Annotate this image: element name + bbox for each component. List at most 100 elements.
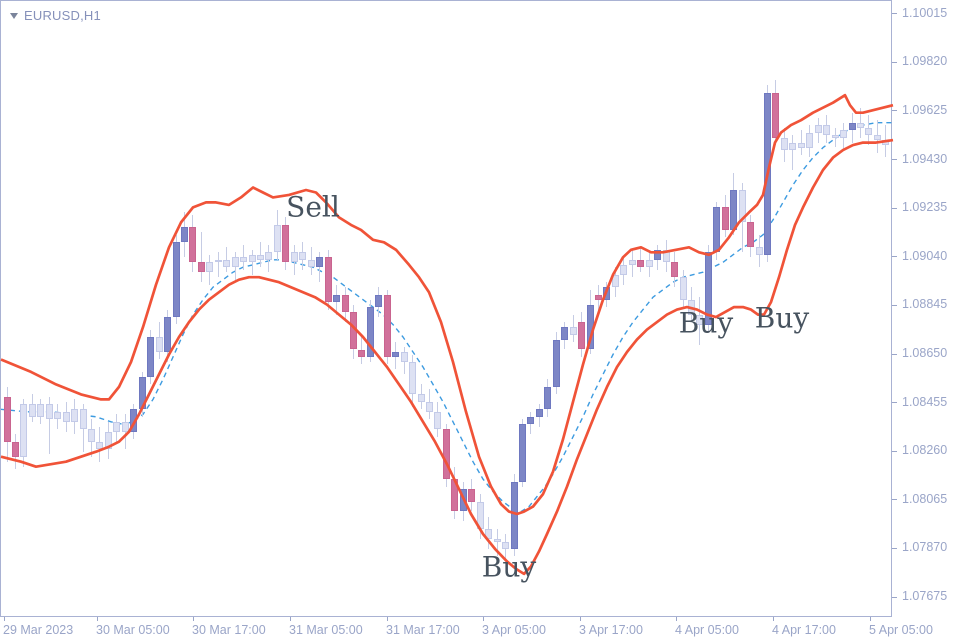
- candle-wick: [513, 474, 515, 557]
- candle: [552, 339, 560, 387]
- time-tick-mark: [483, 617, 484, 621]
- candle: [307, 259, 315, 268]
- candle: [535, 409, 543, 417]
- candle: [645, 259, 653, 268]
- candle: [823, 125, 831, 136]
- time-tick-label: 30 Mar 17:00: [192, 623, 266, 637]
- candle-wick: [445, 424, 447, 487]
- price-tick-mark: [892, 596, 897, 598]
- candle-wick: [40, 399, 42, 425]
- candle-wick: [31, 394, 33, 422]
- candle: [476, 501, 484, 529]
- price-tick-mark: [892, 61, 897, 63]
- candle: [442, 429, 450, 480]
- candle: [155, 337, 163, 352]
- candle-wick: [800, 130, 802, 155]
- candle-wick: [158, 322, 160, 360]
- time-tick-label: 31 Mar 17:00: [386, 623, 460, 637]
- price-tick-mark: [892, 13, 897, 15]
- candle-wick: [750, 214, 752, 258]
- candle-wick: [530, 411, 532, 435]
- candle-wick: [352, 304, 354, 360]
- candle: [510, 481, 518, 549]
- candle-wick: [868, 115, 870, 146]
- candle: [806, 132, 814, 148]
- candle-wick: [251, 249, 253, 275]
- candle: [628, 259, 636, 265]
- candle-wick: [564, 322, 566, 350]
- time-tick-mark: [193, 617, 194, 621]
- candle-wick: [386, 289, 388, 365]
- candle: [180, 227, 188, 243]
- candle: [721, 207, 729, 230]
- candle: [840, 130, 847, 138]
- candle-wick: [124, 414, 126, 450]
- candle: [113, 421, 121, 432]
- symbol-timeframe-dropdown[interactable]: EURUSD,H1: [10, 8, 101, 23]
- candle-wick: [268, 244, 270, 273]
- candle: [831, 135, 839, 138]
- candle-wick: [141, 371, 143, 417]
- candle: [400, 352, 408, 362]
- candle: [518, 424, 526, 482]
- candle: [240, 257, 248, 263]
- candle: [485, 529, 493, 539]
- candle-wick: [572, 314, 574, 342]
- middle-line-layer: [0, 121, 893, 513]
- candle-wick: [276, 209, 278, 260]
- candle: [780, 137, 788, 151]
- candle: [459, 489, 467, 512]
- annotations-layer: Sell Buy Buy Buy: [1, 1, 891, 616]
- candle: [3, 396, 11, 442]
- price-tick-mark: [892, 304, 897, 306]
- time-tick-label: 30 Mar 05:00: [96, 623, 170, 637]
- candle-wick: [107, 421, 109, 460]
- candle: [333, 294, 340, 303]
- price-tick-label: 1.09625: [902, 102, 948, 117]
- candle: [257, 254, 264, 260]
- candle-wick: [521, 419, 523, 487]
- candle: [147, 337, 155, 377]
- candle: [426, 401, 433, 412]
- price-tick-label: 1.08065: [902, 491, 948, 506]
- time-tick-mark: [290, 617, 291, 621]
- candle-wick: [462, 481, 464, 522]
- candle-wick: [209, 254, 211, 285]
- price-tick-label: 1.09430: [902, 151, 948, 166]
- candle: [273, 224, 281, 253]
- candle-wick: [834, 127, 836, 148]
- candle: [755, 247, 763, 255]
- candle-wick: [674, 252, 675, 288]
- candle: [96, 441, 104, 450]
- candle: [214, 259, 222, 263]
- candle-wick: [412, 354, 414, 407]
- candle-wick: [775, 80, 777, 146]
- lower-band-line: [0, 138, 894, 576]
- candle-wick: [6, 386, 8, 462]
- time-tick-label: 3 Apr 17:00: [579, 623, 643, 637]
- middle-dashed-line: [0, 121, 893, 513]
- time-tick-mark: [580, 617, 581, 621]
- candle-wick: [319, 252, 321, 283]
- candle-wick: [724, 194, 726, 238]
- time-axis[interactable]: 29 Mar 2023 30 Mar 05:00 30 Mar 17:00 31 Ma…: [0, 617, 960, 640]
- candle-wick: [175, 234, 177, 325]
- time-tick-mark: [97, 617, 98, 621]
- candle-wick: [23, 399, 25, 467]
- time-tick-mark: [773, 617, 774, 621]
- time-tick-mark: [387, 617, 388, 621]
- price-axis[interactable]: 1.10015 1.09820 1.09625 1.09430 1.09235 1.090…: [892, 0, 960, 617]
- candle-wick: [226, 247, 228, 273]
- candle: [375, 294, 383, 308]
- candle-wick: [243, 244, 245, 270]
- envelope-bands-layer: [0, 93, 894, 576]
- candle-wick: [758, 234, 760, 268]
- candle: [434, 411, 442, 430]
- candle: [527, 416, 535, 425]
- candle: [88, 429, 95, 442]
- price-tick-mark: [892, 159, 897, 160]
- candle-wick: [479, 494, 481, 539]
- chart-canvas[interactable]: Sell Buy Buy Buy EURUSD,H1: [0, 0, 894, 617]
- candle: [299, 252, 307, 260]
- candle: [848, 122, 856, 131]
